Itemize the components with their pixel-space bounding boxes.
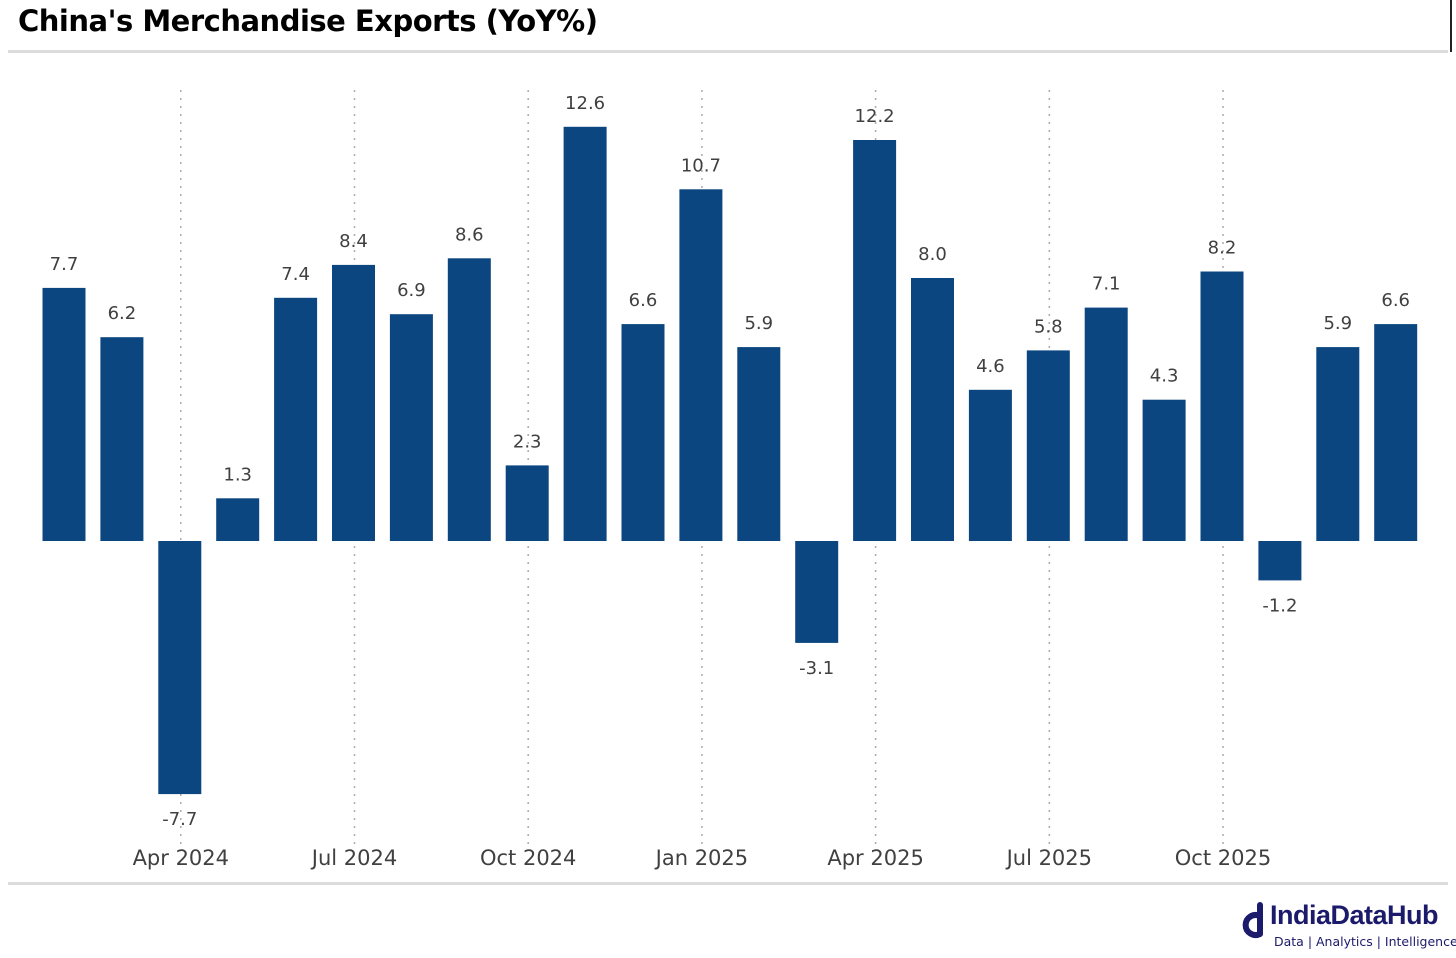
x-tick-label: Jul 2024 [310, 846, 397, 870]
bar-oct-2025 [1200, 271, 1244, 541]
data-label: -3.1 [799, 658, 834, 679]
x-tick-label: Jul 2025 [1005, 846, 1092, 870]
brand-name: IndiaDataHub [1270, 900, 1439, 930]
data-label: 12.6 [565, 93, 605, 114]
value-labels: 7.7 6.2 -7.7 1.3 7.4 8.4 6.9 8.6 2.3 12.6 6.6 10.7 5… [50, 93, 1410, 830]
data-label: 8.0 [918, 244, 947, 265]
bar-aug-2024 [389, 314, 433, 541]
data-label: 7.7 [50, 254, 79, 275]
brand-tagline: Data | Analytics | Intelligence [1274, 934, 1456, 949]
data-label: 1.3 [223, 464, 252, 485]
data-label: 4.6 [976, 356, 1005, 377]
bar-oct-2024 [505, 465, 549, 541]
bar-dec-2024 [621, 324, 665, 541]
bar-sep-2024 [447, 258, 491, 541]
data-label: 6.2 [108, 303, 137, 324]
data-label: 12.2 [855, 106, 895, 127]
bar-mar-2024 [100, 337, 144, 541]
bar-nov-2024 [563, 126, 607, 542]
x-axis-ticks: Apr 2024 Jul 2024 Oct 2024 Jan 2025 Apr 2025… [133, 846, 1272, 870]
bar-apr-2024 [158, 541, 202, 795]
data-label: 8.2 [1208, 237, 1237, 258]
data-label: 6.9 [397, 280, 426, 301]
bar-jul-2025 [1026, 350, 1070, 541]
bar-jun-2024 [274, 297, 318, 541]
data-label: 5.9 [744, 313, 773, 334]
data-label: 8.4 [339, 231, 368, 252]
chart-title: China's Merchandise Exports (YoY%) [18, 4, 598, 38]
x-tick-label: Apr 2025 [827, 846, 923, 870]
bar-apr-2025 [853, 140, 897, 541]
data-label: 7.1 [1092, 274, 1121, 295]
footer-divider [8, 882, 1448, 885]
data-label: 5.9 [1323, 313, 1352, 334]
data-label: -7.7 [162, 809, 197, 830]
data-label: 6.6 [629, 290, 658, 311]
data-label: 4.3 [1150, 366, 1179, 387]
bar-jan-2025 [679, 189, 723, 542]
x-tick-label: Oct 2024 [480, 846, 576, 870]
bar-sep-2025 [1142, 399, 1186, 541]
bar-jan-2026 [1374, 324, 1418, 541]
data-label: 6.6 [1381, 290, 1410, 311]
bar-jul-2024 [332, 264, 375, 541]
title-divider [8, 50, 1448, 53]
data-label: 10.7 [681, 155, 721, 176]
bar-feb-2025 [737, 347, 781, 541]
bar-dec-2025 [1316, 347, 1360, 541]
x-tick-label: Apr 2024 [133, 846, 229, 870]
brand-mark-icon [1242, 902, 1263, 938]
bar-chart: 7.7 6.2 -7.7 1.3 7.4 8.4 6.9 8.6 2.3 12.6 6.6 10.7 5… [42, 90, 1418, 870]
frame-edge [1450, 0, 1452, 52]
bar-may-2024 [216, 498, 260, 541]
x-tick-label: Oct 2025 [1175, 846, 1271, 870]
bar-aug-2025 [1084, 307, 1128, 541]
bar-jun-2025 [968, 389, 1012, 541]
data-label: 2.3 [513, 431, 542, 452]
bar-feb-2024 [42, 287, 86, 541]
x-tick-label: Jan 2025 [654, 846, 749, 870]
bar-nov-2025 [1258, 541, 1302, 581]
bar-may-2025 [911, 278, 954, 541]
data-label: 7.4 [281, 264, 310, 285]
brand-logo: IndiaDataHub Data | Analytics | Intellig… [1238, 900, 1456, 952]
data-label: 5.8 [1034, 316, 1063, 337]
bars [42, 126, 1418, 795]
data-label: 8.6 [455, 224, 484, 245]
data-label: -1.2 [1262, 595, 1297, 616]
bar-mar-2025 [795, 541, 839, 643]
